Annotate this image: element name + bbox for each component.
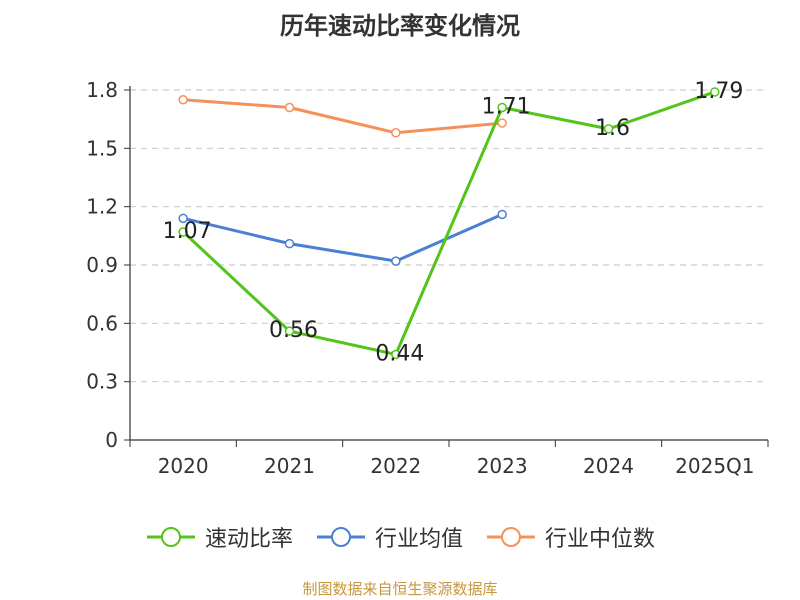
data-label: 1.79 [694, 79, 743, 104]
data-label: 1.6 [595, 116, 630, 141]
legend-swatch [316, 527, 365, 547]
series-line-0 [182, 90, 716, 356]
series-line-2 [183, 98, 503, 135]
legend-item[interactable]: 行业中位数 [485, 521, 655, 553]
data-point [391, 128, 401, 138]
x-tick-label: 2020 [158, 454, 209, 478]
legend-label: 速动比率 [204, 527, 293, 552]
legend-swatch [487, 527, 535, 547]
legend-item[interactable]: 速动比率 [145, 521, 293, 553]
data-point [497, 102, 507, 113]
data-point [497, 209, 507, 220]
y-tick-label: 0.6 [86, 311, 118, 335]
data-point [284, 326, 295, 336]
legend-label: 行业中位数 [545, 527, 656, 552]
data-point [284, 102, 295, 113]
y-tick-label: 0.3 [86, 370, 118, 394]
legend: 速动比率 行业均值 行业中位数 [0, 520, 800, 554]
x-tick-label: 2021 [264, 454, 315, 478]
axes: 0 0.3 0.6 0.9 1.2 1.5 1.8 2020 2021 2022 2023 2024 2… [86, 78, 769, 478]
grid-lines [130, 89, 768, 383]
y-tick-label: 1.8 [86, 78, 118, 102]
data-labels: 1.07 0.56 0.44 1.71 1.6 1.79 [163, 79, 744, 367]
data-point [391, 349, 401, 360]
data-label: 1.07 [163, 219, 212, 244]
data-point [178, 94, 188, 105]
x-tick-label: 2025Q1 [675, 454, 754, 478]
chart-title: 历年速动比率变化情况 [280, 12, 520, 40]
y-tick-label: 1.5 [86, 136, 118, 160]
data-point [178, 213, 188, 224]
x-tick-label: 2022 [370, 454, 421, 478]
data-label: 0.56 [269, 318, 318, 343]
series-line-1 [182, 213, 503, 263]
y-tick-label: 1.2 [86, 195, 118, 219]
y-tick-label: 0 [105, 428, 118, 452]
series-lines [178, 87, 720, 360]
data-point [710, 87, 720, 97]
data-label: 0.44 [375, 341, 424, 366]
source-note: 制图数据来自恒生聚源数据库 [302, 580, 498, 598]
data-point [284, 238, 295, 249]
data-point [178, 227, 188, 237]
data-point [497, 118, 507, 128]
legend-item[interactable]: 行业均值 [315, 521, 463, 553]
legend-label: 行业均值 [374, 527, 463, 552]
data-point [603, 124, 614, 134]
data-point [391, 256, 401, 266]
x-tick-label: 2023 [477, 454, 528, 478]
y-tick-label: 0.9 [86, 253, 118, 277]
data-label: 1.71 [482, 95, 531, 120]
legend-swatch [146, 527, 195, 547]
x-tick-label: 2024 [583, 454, 634, 478]
